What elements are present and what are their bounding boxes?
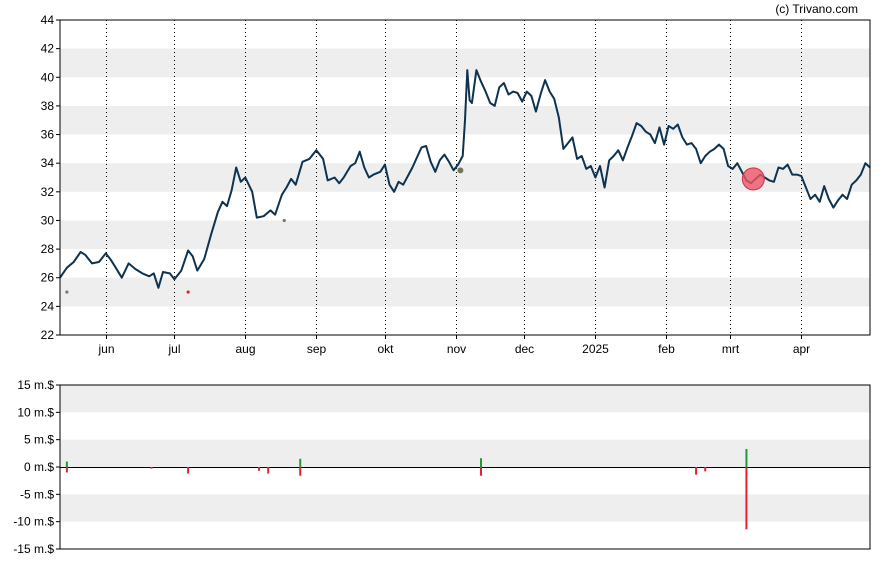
dividend-marker [65, 290, 69, 294]
price-y-tick-label: 40 [41, 70, 55, 84]
insider-y-tick-label: -10 m.$ [13, 515, 54, 529]
month-tick-label: sep [307, 342, 327, 356]
price-y-tick-label: 24 [41, 299, 55, 313]
month-tick-label: 2025 [582, 342, 609, 356]
insider-y-axis: -15 m.$ -10 m.$ -5 m.$ 0 m.$ 5 m.$ 10 m.$ 15 m… [13, 378, 60, 556]
insider-sell-bar [704, 467, 707, 472]
price-month-gridlines [106, 20, 802, 335]
insider-buy-bar [745, 448, 748, 467]
insider-buy-bar [65, 461, 68, 467]
price-band [60, 220, 870, 250]
month-tick-label: nov [447, 342, 466, 356]
insider-sell-bar [480, 467, 483, 476]
price-panel-border [59, 19, 871, 336]
price-y-tick-label: 36 [41, 128, 55, 142]
dividend-marker [186, 290, 190, 294]
insider-buy-bar [480, 458, 483, 467]
price-y-tick-label: 38 [41, 99, 55, 113]
insider-bars [65, 448, 748, 530]
price-panel: 22 24 26 28 30 32 34 36 38 40 42 44 jun jul aug sep okt… [41, 13, 871, 356]
month-tick-label: apr [793, 342, 810, 356]
month-tick-label: jun [97, 342, 114, 356]
insider-bands [60, 385, 870, 522]
insider-y-tick-label: 15 m.$ [17, 378, 54, 392]
price-y-tick-label: 26 [41, 271, 55, 285]
insider-band [60, 439, 870, 467]
insider-sell-bar [258, 467, 261, 471]
price-y-tick-label: 32 [41, 185, 55, 199]
highlight-marker [741, 167, 765, 191]
price-y-tick-label: 34 [41, 156, 55, 170]
month-tick-label: mrt [722, 342, 740, 356]
price-y-tick-label: 42 [41, 42, 55, 56]
insider-y-tick-label: 0 m.$ [24, 460, 54, 474]
insider-buy-bar [299, 458, 302, 467]
price-y-tick-label: 28 [41, 242, 55, 256]
insider-y-tick-label: 5 m.$ [24, 433, 54, 447]
insider-band [60, 494, 870, 522]
price-y-tick-label: 44 [41, 13, 55, 27]
insider-trades-panel: -15 m.$ -10 m.$ -5 m.$ 0 m.$ 5 m.$ 10 m.$ 15 m… [13, 378, 871, 556]
month-tick-label: aug [235, 342, 255, 356]
insider-y-tick-label: -5 m.$ [20, 487, 54, 501]
dividend-marker [282, 218, 286, 223]
month-tick-label: feb [658, 342, 675, 356]
insider-band [60, 385, 870, 413]
insider-panel-border [59, 384, 871, 550]
price-band [60, 163, 870, 192]
insider-y-tick-label: -15 m.$ [13, 542, 54, 556]
dividend-markers [65, 167, 765, 294]
month-tick-label: okt [377, 342, 394, 356]
insider-sell-bar [150, 467, 153, 469]
insider-sell-bar [65, 467, 68, 473]
insider-sell-bar [299, 467, 302, 476]
insider-sell-bar [745, 467, 748, 530]
price-y-tick-label: 30 [41, 213, 55, 227]
price-y-axis: 22 24 26 28 30 32 34 36 38 40 42 44 [41, 13, 60, 342]
credit-label: (c) Trivano.com [775, 2, 858, 16]
dividend-marker [457, 167, 464, 174]
insider-sell-bar [267, 467, 270, 474]
price-band [60, 48, 870, 78]
price-y-tick-label: 22 [41, 328, 55, 342]
insider-y-tick-label: 10 m.$ [17, 405, 54, 419]
price-x-axis: jun jul aug sep okt nov dec 2025 feb mrt apr [97, 335, 810, 356]
insider-sell-bar [695, 467, 698, 475]
insider-sell-bar [187, 467, 190, 474]
price-band [60, 277, 870, 307]
month-tick-label: dec [515, 342, 534, 356]
month-tick-label: jul [167, 342, 180, 356]
